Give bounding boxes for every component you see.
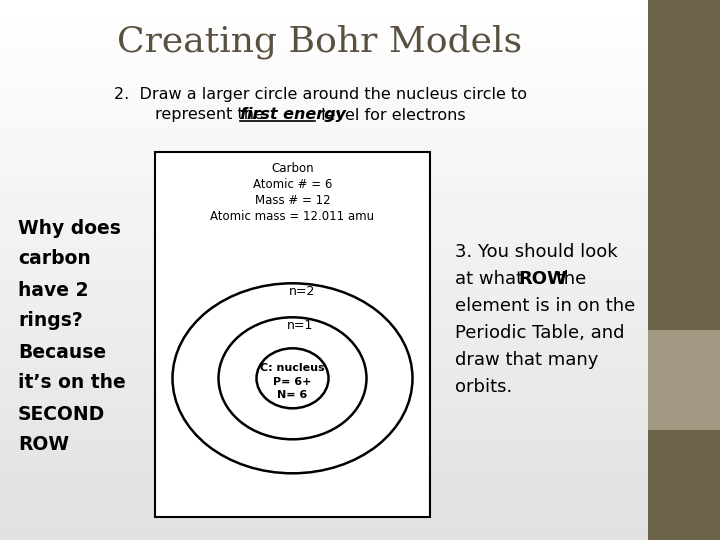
Text: P= 6+: P= 6+	[274, 377, 312, 387]
Text: n=1: n=1	[287, 319, 314, 332]
Text: ROW: ROW	[18, 435, 69, 455]
Bar	[648, 330, 720, 430]
Text: 3. You should look: 3. You should look	[455, 243, 618, 261]
Text: Periodic Table, and: Periodic Table, and	[455, 324, 624, 342]
Text: rings?: rings?	[18, 312, 83, 330]
Text: n=2: n=2	[289, 285, 315, 298]
Text: element is in on the: element is in on the	[455, 297, 635, 315]
Text: Atomic # = 6: Atomic # = 6	[253, 178, 332, 191]
Text: at what: at what	[455, 270, 529, 288]
Text: N= 6: N= 6	[277, 390, 307, 400]
Text: have 2: have 2	[18, 280, 89, 300]
Text: orbits.: orbits.	[455, 378, 512, 396]
Text: C: nucleus: C: nucleus	[260, 363, 325, 373]
Text: SECOND: SECOND	[18, 404, 105, 423]
Text: represent the: represent the	[155, 107, 269, 123]
Text: the: the	[551, 270, 586, 288]
Text: Carbon: Carbon	[271, 161, 314, 174]
Text: first energy: first energy	[240, 107, 346, 123]
Text: Mass # = 12: Mass # = 12	[255, 193, 330, 206]
Bar	[155, 152, 430, 517]
Text: Why does: Why does	[18, 219, 121, 238]
Text: carbon: carbon	[18, 249, 91, 268]
Text: Creating Bohr Models: Creating Bohr Models	[117, 25, 523, 59]
Text: ROW: ROW	[518, 270, 567, 288]
Bar	[648, 0, 720, 330]
Text: draw that many: draw that many	[455, 351, 598, 369]
Text: Atomic mass = 12.011 amu: Atomic mass = 12.011 amu	[210, 210, 374, 222]
Text: 2.  Draw a larger circle around the nucleus circle to: 2. Draw a larger circle around the nucle…	[114, 87, 526, 103]
Text: Because: Because	[18, 342, 106, 361]
Bar	[648, 430, 720, 540]
Text: it’s on the: it’s on the	[18, 374, 126, 393]
Text: level for electrons: level for electrons	[316, 107, 466, 123]
